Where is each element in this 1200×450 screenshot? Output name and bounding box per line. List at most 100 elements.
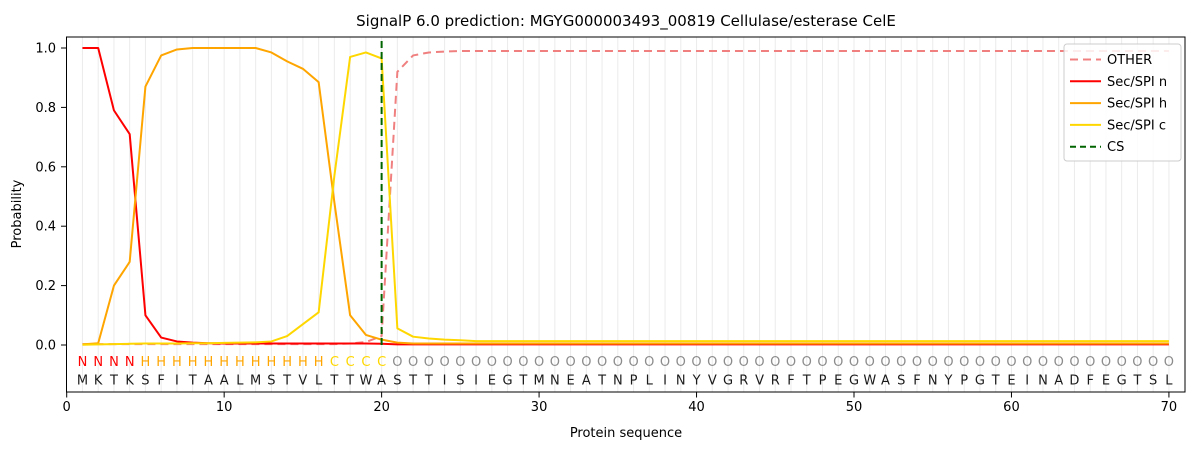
residue-letter: I [443,374,447,389]
region-label: O [833,355,843,370]
axis-ticks: 0 10 20 30 40 50 60 70 0.0 0.2 0.4 0.6 0.8 1.0 [35,42,1177,416]
legend-label: CS [1107,140,1124,155]
region-label: N [109,355,119,370]
x-tick-label: 50 [846,400,863,415]
residue-letter: G [975,374,985,389]
region-label: O [487,355,497,370]
region-label: O [943,355,953,370]
region-label: O [613,355,623,370]
residue-letter: G [849,374,859,389]
region-label: O [676,355,686,370]
region-label: O [1054,355,1064,370]
y-tick-label: 0.6 [35,160,56,175]
region-label: O [770,355,780,370]
residue-letter: T [345,374,354,389]
region-label: H [282,355,292,370]
residue-letter: S [141,374,149,389]
residue-letter: N [928,374,938,389]
chart-title: SignalP 6.0 prediction: MGYG000003493_00… [356,12,896,31]
series-lines [82,40,1169,346]
residue-letter: E [834,374,842,389]
region-label: N [93,355,103,370]
region-label: O [707,355,717,370]
residue-letter: N [676,374,686,389]
line-sec-spi-h [82,47,1169,346]
residue-letter: V [755,374,764,389]
residue-letter: A [220,374,229,389]
residue-letter: R [739,374,748,389]
x-tick-label: 30 [531,400,548,415]
region-label: O [1069,355,1079,370]
region-label: O [975,355,985,370]
residue-letter: G [503,374,513,389]
x-tick-label: 70 [1161,400,1178,415]
residue-letter: T [802,374,811,389]
residue-letter: S [1149,374,1157,389]
region-label: O [424,355,434,370]
region-label: O [581,355,591,370]
residue-letter: A [881,374,890,389]
residue-letter: I [1025,374,1029,389]
residue-letter: M [250,374,261,389]
region-label: O [1101,355,1111,370]
residue-letter: L [315,374,323,389]
y-tick-label: 0.4 [35,220,56,235]
region-label: H [204,355,214,370]
region-label: O [817,355,827,370]
residue-letter: T [597,374,606,389]
legend-label: Sec/SPI n [1107,75,1167,90]
residue-letter: K [94,374,103,389]
residue-letter: G [723,374,733,389]
region-label: O [991,355,1001,370]
residue-letter: T [188,374,197,389]
line-sec-spi-c [82,51,1169,346]
residue-letter: E [488,374,496,389]
region-label: O [518,355,528,370]
region-label: H [267,355,277,370]
axes-border [66,36,1186,393]
residue-letter: W [359,374,372,389]
residue-letter: Y [692,374,701,389]
legend-label: Sec/SPI c [1107,118,1166,133]
x-tick-label: 20 [373,400,390,415]
y-tick-label: 0.8 [35,101,56,116]
legend-label: Sec/SPI h [1107,97,1167,112]
residue-letter: G [1117,374,1127,389]
region-label: O [739,355,749,370]
region-label: O [565,355,575,370]
region-label: O [550,355,560,370]
region-label: C [330,355,339,370]
region-label: O [754,355,764,370]
region-label: O [1148,355,1158,370]
residue-letter: F [913,374,920,389]
residue-letter: W [863,374,876,389]
region-label: O [928,355,938,370]
x-tick-label: 10 [216,400,233,415]
residue-letter: L [1165,374,1173,389]
region-label: O [628,355,638,370]
region-label: H [298,355,308,370]
residue-letter: L [646,374,654,389]
region-label: O [644,355,654,370]
residue-letter: T [991,374,1000,389]
residue-letter: T [109,374,118,389]
region-label: O [959,355,969,370]
residue-letter: Y [943,374,952,389]
region-label: O [1164,355,1174,370]
legend-box [1063,43,1182,162]
residue-letter: M [77,374,88,389]
legend: OTHER Sec/SPI n Sec/SPI h Sec/SPI c CS [1063,43,1182,162]
region-label: O [660,355,670,370]
region-label: H [235,355,245,370]
residue-letter: E [1102,374,1110,389]
region-label: O [502,355,512,370]
region-label: O [865,355,875,370]
region-label: O [534,355,544,370]
residue-letter: D [1069,374,1079,389]
sequence-letters: NMNKNTNKHSHFHIHTHAHAHLHMHSHTHVHLCTCTCWCA… [77,355,1174,389]
region-label: O [1038,355,1048,370]
residue-letter: L [236,374,244,389]
region-label: O [1022,355,1032,370]
